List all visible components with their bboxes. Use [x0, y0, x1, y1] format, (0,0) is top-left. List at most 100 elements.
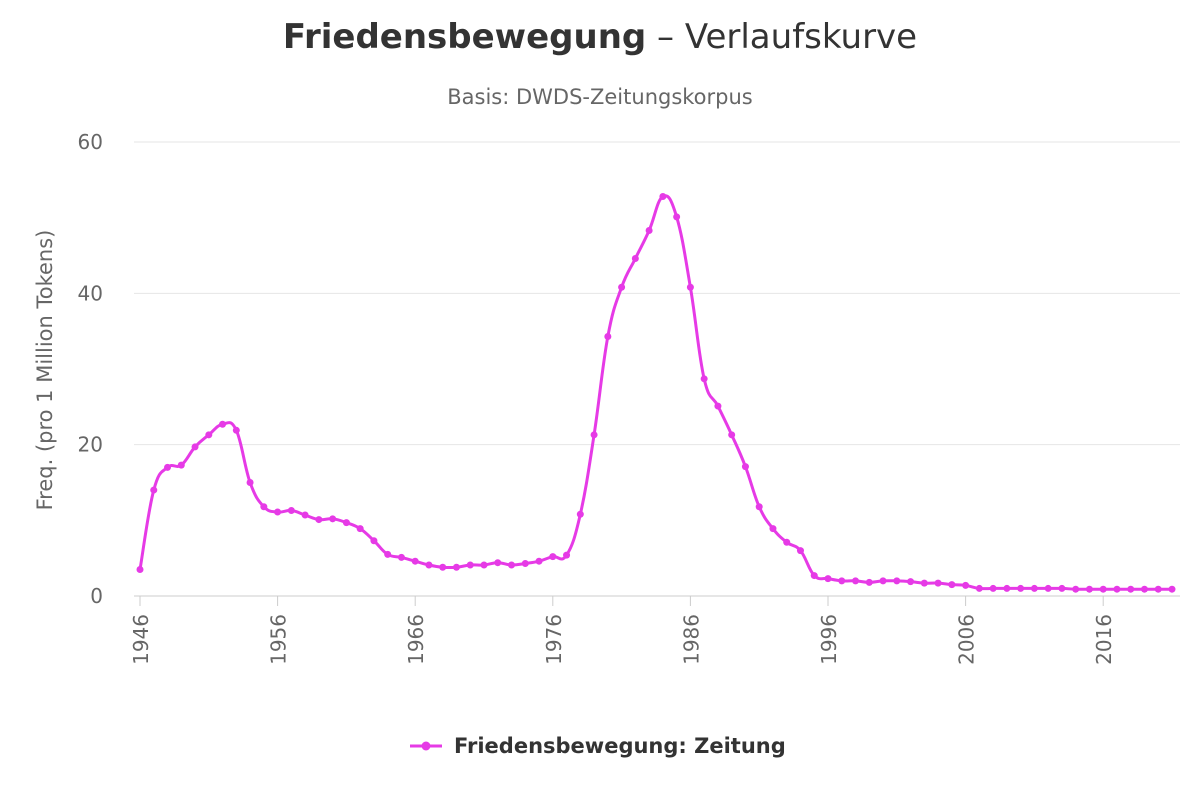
x-tick-label: 1986	[679, 614, 703, 665]
chart-title-rest: – Verlaufskurve	[646, 17, 917, 57]
data-point[interactable]	[1140, 585, 1148, 593]
x-tick-label: 1946	[129, 614, 153, 665]
data-point[interactable]	[205, 431, 213, 439]
data-point[interactable]	[920, 579, 928, 587]
data-point[interactable]	[1058, 584, 1066, 592]
x-tick-label: 1956	[267, 614, 291, 665]
data-point[interactable]	[480, 561, 488, 569]
series-line[interactable]	[138, 194, 1172, 591]
data-point[interactable]	[164, 463, 172, 471]
legend-label: Friedensbewegung: Zeitung	[454, 734, 786, 758]
data-point[interactable]	[287, 506, 295, 514]
data-point[interactable]	[618, 283, 626, 291]
data-point[interactable]	[893, 577, 901, 585]
legend[interactable]: Friedensbewegung: Zeitung	[410, 734, 786, 758]
data-point[interactable]	[274, 508, 282, 516]
data-point[interactable]	[439, 563, 447, 571]
data-point[interactable]	[865, 578, 873, 586]
data-point[interactable]	[494, 559, 502, 567]
data-point[interactable]	[1154, 585, 1162, 593]
data-point[interactable]	[1085, 585, 1093, 593]
data-point[interactable]	[301, 511, 309, 519]
series-layer	[136, 192, 1176, 593]
data-point[interactable]	[1017, 584, 1025, 592]
x-tick-label: 1966	[404, 614, 428, 665]
data-point[interactable]	[962, 581, 970, 589]
y-axis-label: Freq. (pro 1 Million Tokens)	[33, 230, 57, 511]
data-point[interactable]	[989, 584, 997, 592]
data-point[interactable]	[590, 431, 598, 439]
data-point[interactable]	[948, 581, 956, 589]
x-axis: 1946 1956 1966 1976 1986 1996 2006 2016	[129, 596, 1116, 665]
data-point[interactable]	[411, 557, 419, 565]
data-point[interactable]	[260, 503, 268, 511]
data-point[interactable]	[177, 461, 185, 469]
data-point[interactable]	[852, 577, 860, 585]
data-point[interactable]	[384, 550, 392, 558]
data-point[interactable]	[755, 503, 763, 511]
data-point[interactable]	[1127, 585, 1135, 593]
chart-title: Friedensbewegung – Verlaufskurve	[283, 17, 917, 57]
data-point[interactable]	[810, 572, 818, 580]
data-point[interactable]	[673, 213, 681, 221]
data-point[interactable]	[975, 584, 983, 592]
data-point[interactable]	[315, 516, 323, 524]
data-point[interactable]	[576, 510, 584, 518]
data-point[interactable]	[425, 561, 433, 569]
data-point[interactable]	[604, 332, 612, 340]
data-point[interactable]	[370, 537, 378, 545]
legend-marker-icon	[421, 741, 431, 751]
data-point[interactable]	[631, 255, 639, 263]
data-point[interactable]	[329, 515, 337, 523]
chart-subtitle: Basis: DWDS-Zeitungskorpus	[447, 85, 753, 109]
data-point[interactable]	[466, 561, 474, 569]
data-point[interactable]	[356, 525, 364, 533]
data-point[interactable]	[1030, 584, 1038, 592]
data-point[interactable]	[838, 577, 846, 585]
data-point[interactable]	[1072, 585, 1080, 593]
data-point[interactable]	[191, 443, 199, 451]
data-point[interactable]	[535, 557, 543, 565]
data-point[interactable]	[659, 192, 667, 200]
data-point[interactable]	[934, 579, 942, 587]
data-point[interactable]	[700, 375, 708, 383]
y-tick-label: 20	[78, 433, 103, 457]
data-point[interactable]	[232, 426, 240, 434]
data-point[interactable]	[1168, 585, 1176, 593]
data-point[interactable]	[563, 551, 571, 559]
x-tick-label: 1996	[817, 614, 841, 665]
grid-lines	[134, 141, 1180, 597]
data-point[interactable]	[796, 547, 804, 555]
data-point[interactable]	[508, 561, 516, 569]
data-point[interactable]	[1099, 585, 1107, 593]
data-point[interactable]	[452, 563, 460, 571]
data-point[interactable]	[1113, 585, 1121, 593]
data-point[interactable]	[549, 553, 557, 561]
data-point[interactable]	[150, 486, 158, 494]
data-point[interactable]	[907, 578, 915, 586]
data-point[interactable]	[879, 577, 887, 585]
data-point[interactable]	[741, 463, 749, 471]
y-axis-ticks: 0 20 40 60	[78, 130, 103, 608]
data-point[interactable]	[645, 227, 653, 235]
data-point[interactable]	[714, 402, 722, 410]
data-point[interactable]	[136, 566, 144, 574]
data-point[interactable]	[824, 575, 832, 583]
x-tick-label: 2006	[955, 614, 979, 665]
y-tick-label: 60	[78, 130, 103, 154]
data-point[interactable]	[686, 283, 694, 291]
y-tick-label: 40	[78, 281, 103, 305]
data-point[interactable]	[783, 538, 791, 546]
data-point[interactable]	[1044, 584, 1052, 592]
chart-title-keyword: Friedensbewegung	[283, 17, 646, 57]
x-tick-label: 2016	[1092, 614, 1116, 665]
data-point[interactable]	[1003, 584, 1011, 592]
data-point[interactable]	[769, 525, 777, 533]
data-point[interactable]	[728, 431, 736, 439]
data-point[interactable]	[219, 420, 227, 428]
data-point[interactable]	[246, 479, 254, 486]
data-point[interactable]	[397, 553, 405, 561]
data-point[interactable]	[342, 519, 350, 527]
data-point[interactable]	[521, 559, 529, 567]
